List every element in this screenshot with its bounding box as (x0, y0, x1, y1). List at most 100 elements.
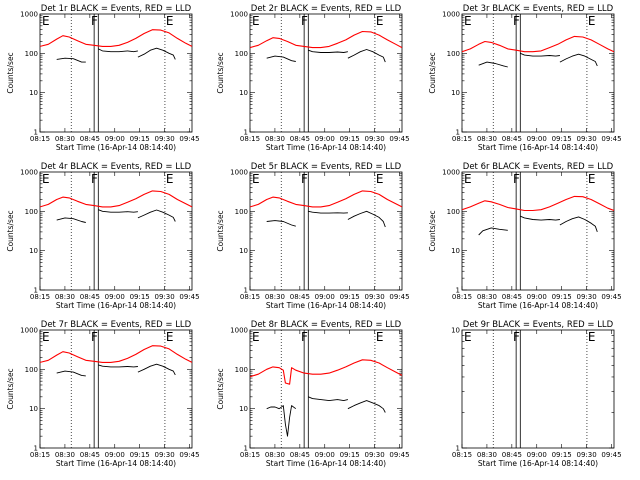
lld-rate-line (40, 345, 192, 363)
event-rate-line (56, 57, 86, 63)
x-tick-label: 09:30 (364, 451, 384, 459)
y-axis-label: Counts/sec (6, 210, 15, 251)
event-rate-line (266, 55, 296, 62)
lld-rate-line (250, 359, 402, 385)
lld-rate-line (462, 35, 614, 53)
y-tick-label: 1000 (442, 11, 460, 19)
marker-f: F (91, 14, 98, 28)
x-tick-label: 08:45 (80, 451, 100, 459)
panel-title: Det 1r BLACK = Events, RED = LLD (41, 4, 192, 14)
series-group (250, 359, 402, 437)
marker-e: E (376, 14, 384, 28)
x-tick-label: 09:00 (315, 451, 335, 459)
y-tick-label: 10 (29, 405, 38, 413)
x-axis-label: Start Time (16-Apr-14 08:14:40) (266, 301, 386, 310)
y-tick-label: 1 (244, 445, 248, 453)
x-axis-label: Start Time (16-Apr-14 08:14:40) (478, 301, 598, 310)
x-tick-label: 08:30 (265, 135, 285, 143)
y-tick-label: 1 (34, 287, 38, 295)
y-tick-label: 1 (456, 287, 460, 295)
x-tick-label: 08:45 (502, 293, 522, 301)
lld-rate-line (40, 29, 192, 47)
x-tick-label: 08:45 (502, 451, 522, 459)
x-tick-label: 09:15 (130, 293, 150, 301)
event-rate-line (137, 363, 176, 376)
x-tick-label: 09:45 (179, 135, 199, 143)
y-tick-label: 100 (25, 208, 38, 216)
x-tick-label: 08:15 (240, 135, 260, 143)
x-tick-label: 08:30 (265, 451, 285, 459)
x-tick-label: 09:45 (601, 135, 621, 143)
x-tick-label: 08:15 (452, 451, 472, 459)
event-rate-line (347, 49, 386, 63)
y-tick-label: 1 (34, 445, 38, 453)
x-tick-label: 09:15 (552, 293, 572, 301)
y-tick-label: 10 (239, 247, 248, 255)
event-rate-line (56, 217, 86, 223)
y-tick-label: 1000 (442, 169, 460, 177)
x-axis-label: Start Time (16-Apr-14 08:14:40) (478, 143, 598, 152)
series-group (250, 190, 402, 228)
x-tick-label: 09:30 (364, 293, 384, 301)
x-tick-label: 09:45 (179, 451, 199, 459)
x-tick-label: 09:45 (601, 451, 621, 459)
lld-rate-line (40, 190, 192, 208)
x-tick-label: 09:45 (389, 451, 409, 459)
y-tick-label: 1000 (20, 169, 38, 177)
marker-f: F (301, 172, 308, 186)
marker-e: E (464, 172, 472, 186)
event-rate-line (478, 227, 508, 236)
x-tick-label: 09:00 (527, 293, 547, 301)
plot-frame (461, 13, 615, 133)
panel-title: Det 7r BLACK = Events, RED = LLD (41, 320, 192, 330)
x-tick-label: 08:15 (240, 451, 260, 459)
y-axis-label: Counts/sec (216, 368, 225, 409)
x-tick-label: 08:30 (55, 451, 75, 459)
x-axis-label: Start Time (16-Apr-14 08:14:40) (56, 459, 176, 468)
event-rate-line (137, 47, 176, 60)
panel-6: Det 6r BLACK = Events, RED = LLD 1 10 100 10… (428, 162, 622, 310)
panel-title: Det 5r BLACK = Events, RED = LLD (251, 162, 402, 172)
marker-f: F (91, 172, 98, 186)
event-rate-line (308, 49, 348, 53)
y-tick-label: 1 (244, 287, 248, 295)
panel-title: Det 2r BLACK = Events, RED = LLD (251, 4, 402, 14)
x-tick-label: 08:45 (80, 293, 100, 301)
x-tick-label: 09:30 (576, 293, 596, 301)
x-tick-label: 09:30 (154, 451, 174, 459)
y-tick-label: 10 (451, 327, 460, 335)
panel-7: Det 7r BLACK = Events, RED = LLD 1 10 100 10… (6, 320, 200, 468)
marker-e: E (252, 330, 260, 344)
marker-f: F (513, 330, 520, 344)
event-rate-line (347, 400, 386, 413)
x-tick-label: 09:00 (105, 451, 125, 459)
x-tick-label: 08:15 (452, 293, 472, 301)
y-axis-label: Counts/sec (216, 52, 225, 93)
y-tick-label: 1 (456, 445, 460, 453)
plot-frame (249, 329, 403, 449)
y-axis-label: Counts/sec (428, 52, 437, 93)
x-tick-label: 09:15 (340, 451, 360, 459)
lld-rate-line (250, 30, 402, 49)
y-tick-label: 100 (25, 366, 38, 374)
panel-3: Det 3r BLACK = Events, RED = LLD 1 10 100 10… (428, 4, 622, 152)
plot-frame (249, 13, 403, 133)
series-group (462, 35, 614, 68)
panel-title: Det 3r BLACK = Events, RED = LLD (463, 4, 614, 14)
marker-e: E (588, 330, 596, 344)
y-tick-label: 10 (29, 247, 38, 255)
y-tick-label: 100 (235, 208, 248, 216)
y-axis-label: Counts/sec (6, 368, 15, 409)
y-tick-label: 100 (235, 366, 248, 374)
series-group (40, 345, 192, 377)
event-rate-line (308, 210, 348, 214)
marker-f: F (513, 172, 520, 186)
x-tick-label: 08:30 (477, 135, 497, 143)
x-tick-label: 09:00 (105, 293, 125, 301)
x-tick-label: 08:45 (290, 451, 310, 459)
event-rate-line (266, 405, 297, 437)
marker-e: E (464, 14, 472, 28)
x-tick-label: 08:30 (55, 293, 75, 301)
x-tick-label: 09:15 (130, 135, 150, 143)
